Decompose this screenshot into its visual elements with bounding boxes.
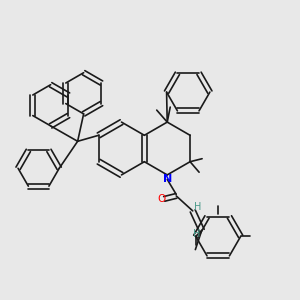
Text: O: O [158,194,166,204]
Text: H: H [193,229,200,239]
Text: H: H [194,202,202,212]
Text: N: N [163,173,172,184]
